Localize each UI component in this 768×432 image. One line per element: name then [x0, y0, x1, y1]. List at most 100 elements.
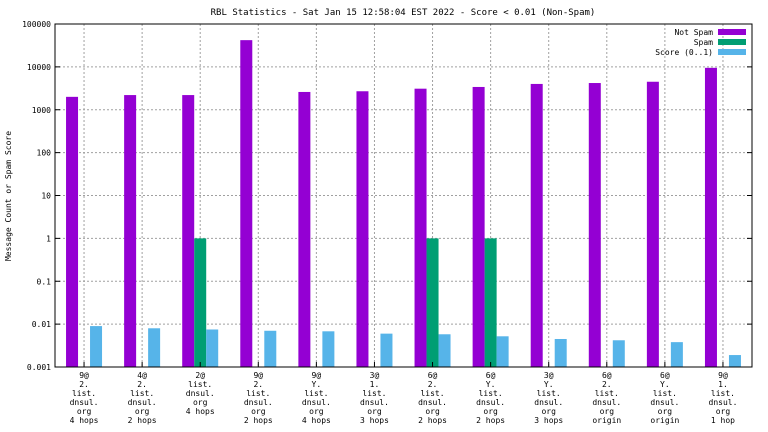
x-tick-label-line: 3@: [544, 371, 554, 380]
x-tick-label-line: 2.: [428, 380, 438, 389]
bar-not-spam: [240, 40, 253, 367]
x-tick-label-line: list.: [595, 389, 619, 398]
x-tick-label-line: 2 hops: [244, 416, 273, 425]
x-tick-label-line: dnsul.: [360, 398, 389, 407]
x-tick-label: 3@ 1. list. dnsul. org 3 hops: [360, 371, 389, 425]
y-tick-label: 1000: [32, 106, 51, 115]
x-tick-label: 6@ 2. list. dnsul. org origin: [592, 371, 621, 425]
x-tick-label-line: 3@: [370, 371, 380, 380]
x-tick-label-line: 2.: [137, 380, 147, 389]
x-tick-label-line: origin: [592, 416, 621, 425]
bar-spam: [426, 238, 439, 367]
x-tick-label: 6@ Y. list. dnsul. org 2 hops: [476, 371, 505, 425]
bar-score-0-1-: [206, 329, 219, 367]
x-tick-label-line: dnsul.: [70, 398, 99, 407]
bar-score-0-1-: [90, 326, 103, 367]
x-tick-label-line: 2 hops: [476, 416, 505, 425]
x-tick-label-line: 4 hops: [186, 407, 215, 416]
x-tick-label-line: list.: [537, 389, 561, 398]
bar-not-spam: [66, 96, 79, 368]
y-tick-label: 10: [41, 192, 51, 201]
x-tick-label-line: 2.: [253, 380, 263, 389]
x-tick-label-line: org: [425, 407, 440, 416]
legend-label: Not Spam: [674, 28, 713, 37]
x-tick-label-line: list.: [130, 389, 154, 398]
legend-label: Score (0..1): [655, 48, 713, 57]
x-tick-label-line: 4 hops: [70, 416, 99, 425]
x-tick-label-line: org: [77, 407, 92, 416]
bar-not-spam: [182, 95, 195, 367]
x-tick-label: 9@ Y. list. dnsul. org 4 hops: [302, 371, 331, 425]
x-tick-label-line: 2 hops: [418, 416, 447, 425]
bar-score-0-1-: [670, 342, 683, 367]
x-tick-label-line: dnsul.: [709, 398, 738, 407]
x-tick-label-line: list.: [653, 389, 677, 398]
bar-not-spam: [414, 88, 427, 368]
y-tick-labels: 0.001 0.01 0.1 1 10 100 1000 10000 100000: [22, 20, 51, 372]
x-tick-label: 2@ list. dnsul. org 4 hops: [186, 371, 215, 416]
bar-score-0-1-: [496, 336, 509, 367]
bar-spam: [484, 238, 497, 367]
bar-not-spam: [646, 81, 659, 367]
x-tick-label-line: 1 hop: [711, 416, 735, 425]
x-tick-label-line: org: [483, 407, 498, 416]
x-tick-label-line: org: [658, 407, 673, 416]
x-tick-label-line: 9@: [253, 371, 263, 380]
legend-swatch: [718, 49, 746, 55]
bar-spam: [194, 238, 207, 367]
x-tick-label-line: Y.: [486, 380, 496, 389]
y-tick-label: 100: [37, 149, 52, 158]
x-tick-label-line: 4@: [137, 371, 147, 380]
x-tick-label-line: 6@: [602, 371, 612, 380]
chart-title: RBL Statistics - Sat Jan 15 12:58:04 EST…: [211, 8, 596, 18]
bar-not-spam: [530, 83, 543, 367]
x-tick-label-line: org: [251, 407, 266, 416]
bar-score-0-1-: [148, 328, 161, 367]
x-tick-label-line: list.: [420, 389, 444, 398]
x-tick-label-line: list.: [246, 389, 270, 398]
bar-score-0-1-: [380, 333, 393, 367]
legend-swatch: [718, 39, 746, 45]
x-tick-label-line: Y.: [312, 380, 322, 389]
x-tick-label-line: dnsul.: [476, 398, 505, 407]
y-tick-label: 1: [46, 234, 51, 243]
x-tick-label-line: dnsul.: [128, 398, 157, 407]
y-tick-label: 0.001: [27, 363, 51, 372]
y-axis-label: Message Count or Spam Score: [4, 131, 13, 261]
x-tick-label-line: dnsul.: [186, 389, 215, 398]
y-tick-label: 0.1: [37, 277, 52, 286]
bar-score-0-1-: [322, 331, 335, 367]
x-tick-label-line: list.: [362, 389, 386, 398]
y-tick-label: 0.01: [32, 320, 51, 329]
x-tick-label-line: list.: [304, 389, 328, 398]
x-tick-label-line: list.: [711, 389, 735, 398]
x-tick-label-line: 6@: [486, 371, 496, 380]
x-tick-label-line: list.: [72, 389, 96, 398]
x-tick-label-line: 2@: [195, 371, 205, 380]
x-tick-label-line: list.: [188, 380, 212, 389]
x-tick-label-line: org: [309, 407, 324, 416]
x-tick-label-line: 2 hops: [128, 416, 157, 425]
y-tick-label: 10000: [27, 63, 51, 72]
x-tick-label-line: 2.: [602, 380, 612, 389]
x-tick-label-line: org: [716, 407, 731, 416]
x-tick-label-line: 9@: [312, 371, 322, 380]
x-tick-label-line: 4 hops: [302, 416, 331, 425]
bar-not-spam: [704, 67, 717, 367]
legend-label: Spam: [694, 38, 713, 47]
x-tick-label-line: dnsul.: [650, 398, 679, 407]
x-tick-label: 6@ 2. list. dnsul. org 2 hops: [418, 371, 447, 425]
x-tick-label-line: 3 hops: [534, 416, 563, 425]
bar-not-spam: [124, 95, 137, 367]
x-tick-label: 4@ 2. list. dnsul. org 2 hops: [128, 371, 157, 425]
x-tick-label-line: org: [193, 398, 208, 407]
x-tick-label-line: dnsul.: [592, 398, 621, 407]
x-tick-label-line: Y.: [660, 380, 670, 389]
y-tick-label: 100000: [22, 20, 51, 29]
x-tick-label-line: list.: [479, 389, 503, 398]
x-tick-label-line: 9@: [718, 371, 728, 380]
bar-score-0-1-: [438, 334, 451, 367]
